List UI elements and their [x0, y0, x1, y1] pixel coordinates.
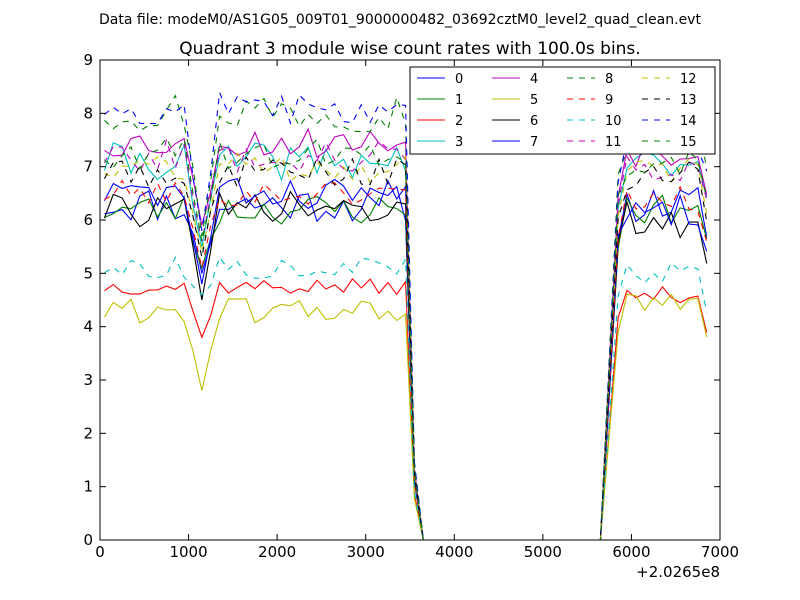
series-line-1	[104, 194, 708, 540]
series-line-2	[104, 277, 708, 540]
legend-label-6: 6	[530, 114, 538, 129]
x-tick-label-6000: 6000	[612, 543, 650, 561]
y-tick-label-8: 8	[83, 104, 93, 122]
legend-box	[409, 66, 716, 155]
x-tick-label-1000: 1000	[169, 543, 207, 561]
x-tick-label-0: 0	[95, 543, 105, 561]
plot-frame	[99, 59, 721, 541]
chart-title: Quadrant 3 module wise count rates with …	[179, 39, 640, 59]
series-layer	[103, 90, 708, 540]
x-tick-label-2000: 2000	[258, 543, 296, 561]
legend-label-9: 9	[605, 93, 613, 108]
x-axis-offset-label: +2.0265e8	[636, 563, 720, 581]
legend-label-8: 8	[605, 72, 613, 87]
y-tick-label-2: 2	[83, 424, 93, 442]
y-tick-label-9: 9	[83, 51, 93, 69]
y-tick-label-7: 7	[83, 158, 93, 176]
y-tick-label-6: 6	[83, 211, 93, 229]
series-line-14	[104, 90, 708, 540]
legend-label-15: 15	[680, 135, 697, 150]
x-tick-label-5000: 5000	[524, 543, 562, 561]
series-line-5	[103, 293, 708, 540]
legend-label-12: 12	[680, 72, 697, 87]
legend-label-11: 11	[605, 135, 622, 150]
legend-label-7: 7	[530, 135, 538, 150]
series-line-11	[103, 138, 708, 540]
series-line-10	[104, 256, 708, 540]
x-tick-label-3000: 3000	[347, 543, 385, 561]
series-line-6	[103, 190, 708, 540]
legend-label-5: 5	[530, 93, 538, 108]
y-tick-label-4: 4	[83, 318, 93, 336]
series-line-0	[104, 185, 708, 540]
legend-label-2: 2	[455, 114, 463, 129]
y-tick-label-5: 5	[83, 264, 93, 282]
y-tick-label-3: 3	[83, 371, 93, 389]
legend-label-4: 4	[530, 72, 538, 87]
legend-label-3: 3	[455, 135, 463, 150]
y-tick-label-1: 1	[83, 478, 93, 496]
series-line-12	[104, 152, 708, 540]
x-tick-label-4000: 4000	[435, 543, 473, 561]
x-tick-label-7000: 7000	[701, 543, 739, 561]
legend-label-0: 0	[455, 72, 463, 87]
axis-ticks	[99, 59, 721, 541]
y-tick-label-0: 0	[83, 531, 93, 549]
series-line-4	[104, 127, 708, 540]
legend-label-10: 10	[605, 114, 622, 129]
series-line-13	[103, 155, 708, 540]
figure-suptitle: Data file: modeM0/AS1G05_009T01_90000004…	[99, 12, 701, 28]
legend-label-1: 1	[455, 93, 463, 108]
legend-label-14: 14	[680, 114, 697, 129]
series-line-9	[104, 179, 708, 540]
legend-label-13: 13	[680, 93, 697, 108]
